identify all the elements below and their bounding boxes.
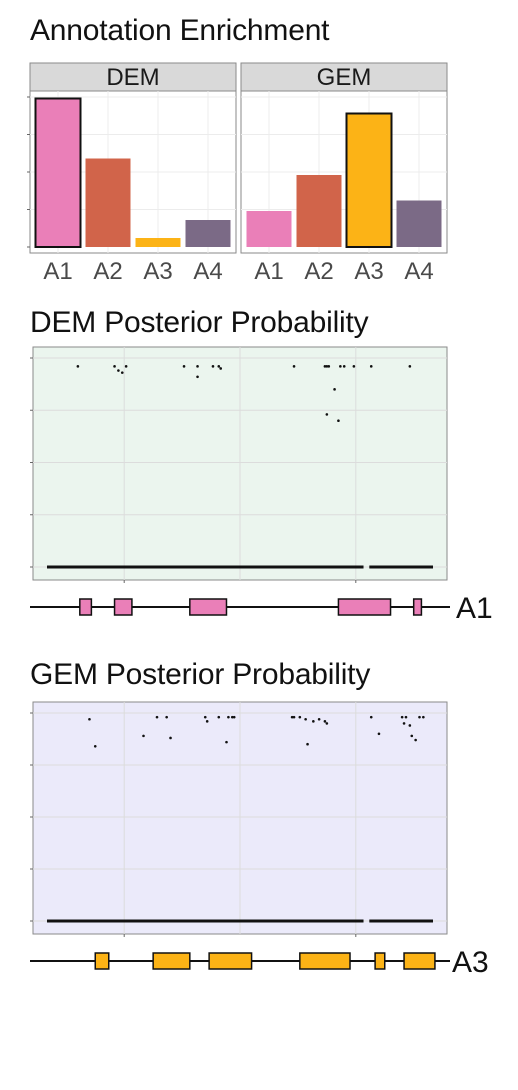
data-point	[422, 715, 425, 719]
gem-posterior-chart	[30, 701, 448, 937]
facet-strip	[240, 62, 448, 92]
data-point	[227, 715, 230, 719]
data-point	[196, 375, 199, 379]
data-point	[312, 720, 315, 723]
bar-dem-a1	[34, 97, 82, 248]
gene-track-a3: A3	[30, 946, 489, 979]
data-point	[408, 724, 412, 727]
data-point	[117, 369, 120, 372]
data-point	[205, 720, 209, 723]
data-point	[203, 715, 207, 719]
data-point	[323, 720, 327, 723]
data-point	[325, 365, 329, 368]
data-point	[377, 732, 381, 736]
data-point	[323, 365, 327, 368]
facet-dem: DEM A1 A2 A3 A4	[27, 62, 237, 285]
exon-box	[403, 952, 436, 970]
x-tick-label: A3	[354, 258, 383, 285]
x-tick-label: A2	[304, 258, 333, 285]
gem-posterior-title: GEM Posterior Probability	[30, 658, 371, 691]
gene-track-label: A1	[456, 592, 493, 625]
data-point	[182, 365, 186, 368]
data-point	[124, 365, 128, 368]
x-tick-label: A4	[404, 258, 433, 285]
exon-box	[79, 598, 93, 616]
data-point	[290, 715, 294, 719]
bar-gem-a2	[296, 175, 342, 247]
data-point	[402, 722, 406, 725]
bar-gem-a4	[396, 200, 442, 247]
data-point	[142, 734, 145, 738]
exon-box	[94, 952, 110, 970]
data-point	[325, 413, 329, 416]
exon-box	[299, 952, 351, 970]
exon-box	[208, 952, 253, 970]
bar-dem-a2	[85, 158, 131, 247]
data-point	[225, 740, 228, 744]
x-tick-label: A1	[254, 258, 283, 285]
x-tick-label: A4	[193, 258, 222, 285]
data-point	[369, 365, 373, 368]
data-point	[369, 715, 373, 719]
data-point	[333, 388, 336, 391]
data-point	[217, 715, 221, 719]
gene-track-a1: A1	[30, 592, 493, 625]
data-point	[404, 715, 408, 719]
data-point	[292, 365, 296, 368]
data-point	[217, 365, 221, 368]
enrichment-title: Annotation Enrichment	[30, 14, 330, 47]
data-point	[230, 715, 234, 719]
data-point	[155, 715, 159, 719]
gene-track-label: A3	[452, 946, 489, 979]
data-point	[232, 715, 236, 719]
dem-posterior-chart	[30, 346, 448, 583]
exon-box	[337, 598, 392, 616]
data-point	[120, 371, 124, 374]
data-point	[93, 744, 97, 748]
data-point	[292, 715, 296, 719]
bar-gem-a3	[345, 112, 393, 248]
bar-dem-a4	[185, 220, 231, 247]
data-point	[410, 734, 414, 738]
data-point	[408, 365, 412, 368]
data-point	[327, 365, 331, 368]
data-point	[414, 738, 417, 742]
data-point	[165, 715, 168, 719]
data-point	[76, 365, 80, 368]
facet-strip-label: GEM	[317, 64, 372, 91]
data-point	[211, 365, 215, 368]
data-point	[352, 365, 356, 368]
data-point	[339, 365, 342, 368]
x-tick-label: A3	[143, 258, 172, 285]
data-point	[306, 742, 309, 746]
data-point	[337, 419, 340, 423]
data-point	[196, 365, 199, 368]
dem-posterior-title: DEM Posterior Probability	[30, 306, 369, 339]
exon-box	[113, 598, 133, 616]
data-point	[298, 715, 302, 719]
data-point	[113, 365, 116, 368]
exon-box	[374, 952, 386, 970]
data-point	[304, 717, 307, 721]
data-point	[342, 365, 346, 368]
bar-dem-a3	[135, 238, 181, 247]
data-point	[88, 717, 91, 721]
exon-box	[412, 598, 423, 616]
x-tick-label: A1	[43, 258, 72, 285]
data-point	[219, 367, 222, 370]
data-point	[169, 736, 172, 740]
facet-strip	[29, 62, 237, 92]
facet-gem: GEM A1 A2 A3 A4	[240, 62, 448, 285]
data-point	[418, 715, 421, 719]
data-point	[325, 722, 329, 725]
data-point	[400, 715, 404, 719]
exon-box	[152, 952, 191, 970]
facet-strip-label: DEM	[106, 64, 159, 91]
x-tick-label: A2	[93, 258, 122, 285]
data-point	[317, 717, 321, 721]
bar-gem-a1	[246, 211, 292, 247]
exon-box	[189, 598, 228, 616]
